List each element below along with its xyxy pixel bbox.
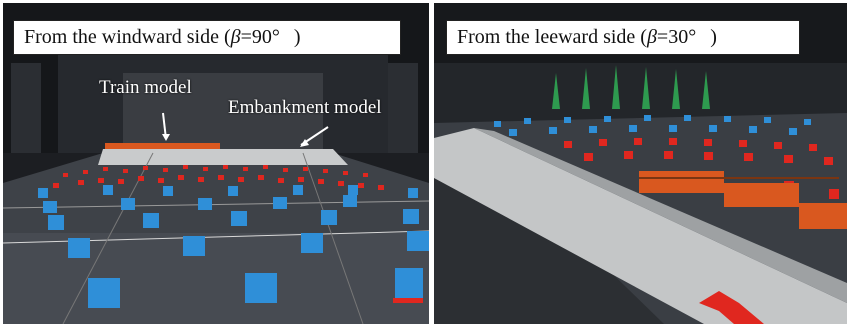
caption-windward: From the windward side (β =90°) xyxy=(13,20,401,55)
green-spires xyxy=(552,65,710,109)
blue-roughness-blocks-far xyxy=(494,115,811,136)
label-embankment-model: Embankment model xyxy=(228,97,382,118)
blue-roughness-blocks xyxy=(38,185,429,308)
label-train-model: Train model xyxy=(99,77,192,98)
wind-tunnel-scene-right xyxy=(434,3,847,324)
caption-prefix: From the leeward side ( xyxy=(457,26,647,48)
photo-windward-view: From the windward side (β =90°) Train mod… xyxy=(3,3,429,324)
caption-prefix: From the windward side ( xyxy=(24,26,231,48)
red-roughness-blocks xyxy=(53,165,384,190)
caption-suffix: ) xyxy=(710,26,717,48)
caption-suffix: ) xyxy=(293,26,301,48)
photo-leeward-view: From the leeward side (β =30°) xyxy=(434,3,847,324)
caption-value: =90° xyxy=(240,26,280,48)
caption-leeward: From the leeward side (β =30°) xyxy=(446,20,800,55)
red-roughness-blocks-right xyxy=(564,138,839,199)
beta-symbol: β xyxy=(230,26,241,48)
caption-value: =30° xyxy=(656,26,697,48)
beta-symbol: β xyxy=(646,26,657,48)
train-model-right xyxy=(639,171,847,229)
